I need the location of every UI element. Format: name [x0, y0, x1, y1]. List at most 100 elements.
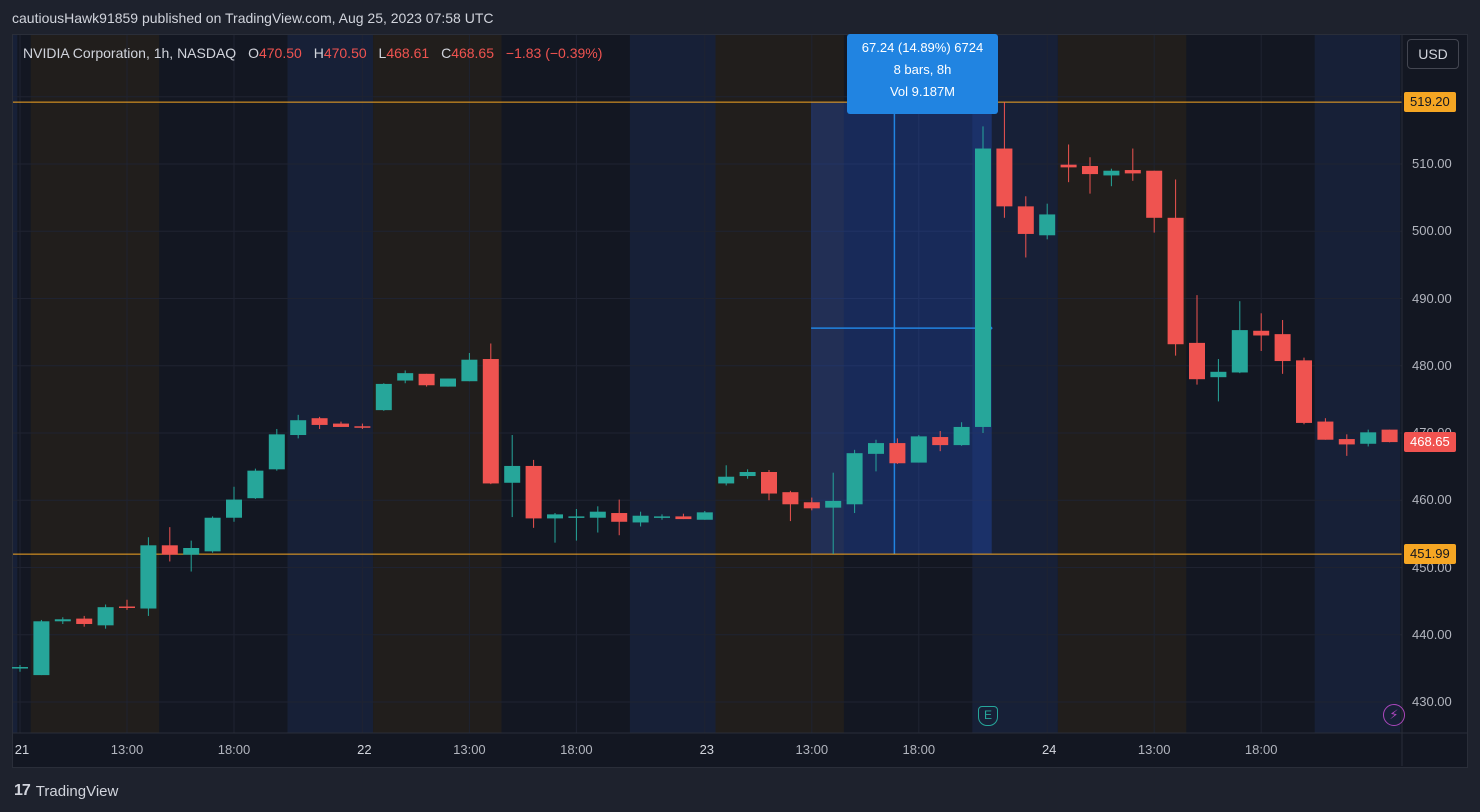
measure-bars: 8 bars, 8h: [893, 62, 952, 77]
candle-body: [632, 515, 649, 523]
candle-body: [1274, 334, 1291, 362]
candle-body: [654, 516, 670, 518]
candle-body: [461, 359, 478, 382]
time-tick-label: 22: [357, 742, 372, 757]
measure-change: 67.24 (14.89%) 6724: [861, 40, 984, 55]
candle-body: [1296, 360, 1312, 423]
time-tick-label: 18:00: [560, 742, 593, 757]
candle-body: [803, 502, 820, 509]
candle-body: [1338, 439, 1355, 445]
candle-body: [696, 512, 713, 520]
symbol-name[interactable]: NVIDIA Corporation, 1h, NASDAQ: [23, 45, 237, 61]
candle-body: [953, 426, 970, 446]
candle-body: [504, 465, 521, 483]
candle-body: [1039, 214, 1056, 236]
candle-body: [1103, 170, 1120, 176]
price-tick-label: 490.00: [1412, 290, 1452, 306]
low-value: 468.61: [386, 45, 430, 61]
candle-body: [1124, 170, 1141, 174]
candle-body: [1017, 206, 1034, 234]
candle-body: [718, 476, 735, 484]
session-band: [715, 35, 844, 733]
time-tick-label: 18:00: [1244, 742, 1278, 757]
candle-body: [1231, 330, 1248, 373]
candle-body: [226, 499, 242, 518]
time-tick-label: 21: [14, 742, 30, 757]
measure-tooltip: 67.24 (14.89%) 6724 8 bars, 8h Vol 9.187…: [847, 34, 998, 114]
candle-body: [761, 472, 777, 494]
last-price-tag: 468.65: [1404, 432, 1456, 453]
candle-body: [1317, 421, 1334, 440]
candle-body: [54, 619, 71, 622]
candle-body: [846, 453, 863, 505]
candle-body: [140, 545, 157, 609]
candle-body: [33, 621, 50, 676]
time-tick-label: 13:00: [110, 742, 144, 757]
earnings-icon[interactable]: E: [978, 706, 998, 726]
candle-body: [1146, 170, 1163, 218]
candle-body: [119, 606, 135, 609]
candle-body: [311, 418, 328, 425]
change-value: −1.83 (−0.39%): [505, 45, 603, 61]
brand-name: TradingView: [35, 782, 119, 800]
session-band: [1314, 35, 1401, 733]
candle-body: [932, 437, 949, 446]
session-band: [629, 35, 716, 733]
price-tick-label: 500.00: [1412, 223, 1452, 239]
candle-body: [12, 667, 28, 669]
publisher-line: cautiousHawk91859 published on TradingVi…: [12, 10, 494, 26]
candle-body: [868, 443, 884, 454]
candle-body: [825, 500, 842, 508]
time-tick-label: 23: [699, 742, 715, 757]
candle-body: [375, 383, 392, 411]
tradingview-logo-icon: 17: [14, 782, 31, 799]
close-value: 468.65: [451, 45, 495, 61]
candle-body: [1381, 429, 1398, 443]
candle-body: [996, 148, 1013, 207]
candle-body: [1210, 371, 1227, 378]
price-tick-label: 510.00: [1412, 156, 1452, 171]
candle-body: [418, 373, 435, 386]
upper-line-price-tag: 519.20: [1404, 92, 1456, 113]
time-tick-label: 13:00: [795, 742, 829, 757]
time-tick-label: 24: [1041, 742, 1057, 757]
price-tick-label: 480.00: [1412, 357, 1452, 373]
session-band: [13, 35, 18, 733]
candle-body: [739, 472, 756, 477]
candle-body: [975, 148, 991, 427]
candle-body: [1082, 166, 1098, 175]
candle-body: [1360, 432, 1377, 444]
candle-body: [1060, 164, 1077, 168]
candle-body: [247, 470, 264, 499]
symbol-legend[interactable]: NVIDIA Corporation, 1h, NASDAQ O470.50 H…: [23, 45, 602, 61]
candle-body: [183, 547, 200, 555]
close-label: C: [441, 45, 452, 61]
candle-body: [397, 373, 414, 381]
measure-volume: Vol 9.187M: [889, 84, 956, 99]
candle-body: [889, 443, 906, 464]
candle-body: [333, 423, 349, 427]
candle-body: [1167, 217, 1184, 345]
high-value: 470.50: [323, 45, 367, 61]
candle-body: [290, 420, 307, 436]
candle-body: [1253, 330, 1270, 336]
candle-body: [440, 378, 456, 387]
candle-body: [568, 516, 585, 518]
candle-body: [161, 545, 178, 555]
candle-body: [97, 607, 114, 626]
open-label: O: [248, 45, 259, 61]
session-band: [30, 35, 160, 733]
session-band: [287, 35, 374, 733]
candle-body: [782, 492, 799, 505]
candle-body: [525, 465, 542, 519]
time-tick-label: 13:00: [453, 742, 486, 757]
low-label: L: [378, 45, 387, 61]
price-tick-label: 440.00: [1412, 626, 1452, 642]
price-tick-label: 460.00: [1412, 492, 1452, 508]
currency-button[interactable]: USD: [1407, 39, 1459, 69]
tradingview-brand[interactable]: 17 TradingView: [14, 782, 118, 800]
lightning-icon[interactable]: ⚡: [1383, 704, 1405, 726]
candle-body: [611, 513, 628, 522]
candle-body: [547, 514, 563, 519]
